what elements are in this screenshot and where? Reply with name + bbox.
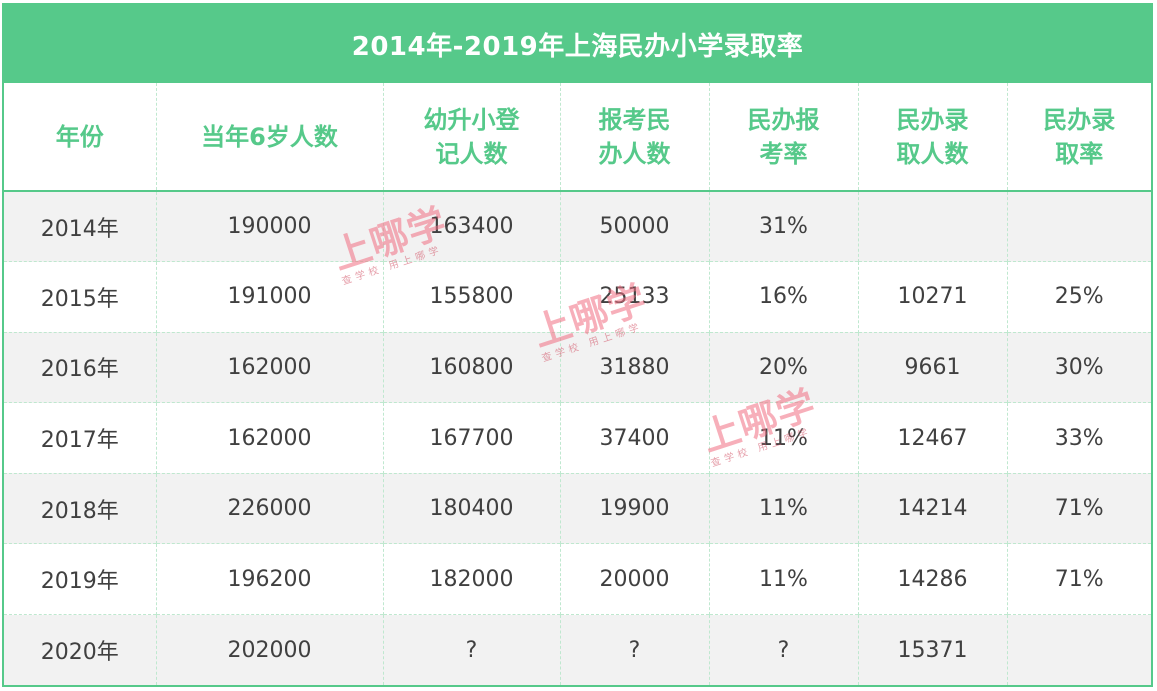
header-application-rate-line1: 民办报	[747, 105, 820, 134]
cell-admitted-count	[857, 191, 1007, 262]
header-private-applicants-line2: 办人数	[598, 139, 671, 168]
table-row: 2017年 162000 167700 37400 11% 12467 33%	[4, 402, 1151, 474]
cell-admitted-count: 9661	[857, 331, 1007, 403]
header-six-year-olds: 当年6岁人数	[155, 83, 383, 192]
header-admission-rate-line2: 取率	[1055, 139, 1104, 168]
table-title: 2014年-2019年上海民办小学录取率	[4, 5, 1151, 83]
header-row: 年份 当年6岁人数 幼升小登 记人数 报考民 办人数 民办报 考率	[4, 83, 1151, 192]
header-year-text: 年份	[55, 122, 104, 151]
cell-year: 2019年	[4, 543, 156, 615]
cell-admission-rate	[1006, 614, 1151, 686]
table-row: 2015年 191000 155800 25133 16% 10271 25%	[4, 261, 1151, 333]
cell-registrations: 167700	[382, 402, 560, 474]
header-admission-rate-line1: 民办录	[1043, 105, 1116, 134]
cell-admitted-count: 14214	[857, 472, 1007, 544]
cell-private-applicants: 31880	[559, 331, 709, 403]
header-admitted-count: 民办录 取人数	[857, 83, 1007, 192]
cell-year: 2014年	[40, 216, 119, 242]
cell-admitted-count: 14286	[857, 543, 1007, 615]
header-private-applicants: 报考民 办人数	[559, 83, 709, 192]
table-row: 2019年 196200 182000 20000 11% 14286 71%	[4, 543, 1151, 615]
cell-private-applicants: 37400	[559, 402, 709, 474]
cell-registrations: 160800	[382, 331, 560, 403]
cell-year: 2017年	[4, 402, 156, 474]
header-admission-rate: 民办录 取率	[1006, 83, 1151, 192]
header-application-rate-line2: 考率	[759, 139, 808, 168]
cell-registrations: 163400	[382, 191, 560, 262]
header-admitted-count-line1: 民办录	[896, 105, 969, 134]
cell-application-rate: 20%	[708, 331, 858, 403]
header-admitted-count-line2: 取人数	[896, 139, 969, 168]
cell-year: 2016年	[4, 331, 156, 403]
cell-admission-rate: 71%	[1006, 472, 1151, 544]
cell-application-rate: 31%	[708, 191, 858, 262]
cell-private-applicants: 20000	[559, 543, 709, 615]
cell-private-applicants: 19900	[559, 472, 709, 544]
cell-private-applicants: 50000	[559, 191, 709, 262]
table-frame: 2014年-2019年上海民办小学录取率 年份 当年6岁人数 幼升小登 记人数 …	[2, 3, 1153, 687]
admission-rate-table: 年份 当年6岁人数 幼升小登 记人数 报考民 办人数 民办报 考率	[4, 83, 1151, 686]
cell-admission-rate: 25%	[1006, 261, 1151, 333]
cell-private-applicants: ?	[559, 614, 709, 686]
table-row: 2018年 226000 180400 19900 11% 14214 71%	[4, 472, 1151, 544]
cell-registrations: 180400	[382, 472, 560, 544]
cell-admitted-count: 12467	[857, 402, 1007, 474]
cell-application-rate: 16%	[708, 261, 858, 333]
header-registrations: 幼升小登 记人数	[382, 83, 560, 192]
header-application-rate: 民办报 考率	[708, 83, 858, 192]
cell-admission-rate: 71%	[1006, 543, 1151, 615]
cell-application-rate: 11%	[708, 402, 858, 474]
table-row: 2020年 202000 ? ? ? 15371	[4, 614, 1151, 686]
table-row: 2014年 190000 163400 50000 31%	[4, 191, 1151, 262]
cell-application-rate: 11%	[708, 472, 858, 544]
cell-application-rate: 11%	[708, 543, 858, 615]
cell-year: 2015年	[4, 261, 156, 333]
cell-six-year-olds: 226000	[155, 472, 383, 544]
cell-six-year-olds: 162000	[155, 331, 383, 403]
header-year: 年份	[4, 83, 156, 192]
cell-six-year-olds: 196200	[155, 543, 383, 615]
cell-registrations: 182000	[382, 543, 560, 615]
header-registrations-line1: 幼升小登	[423, 105, 520, 134]
cell-registrations: ?	[382, 614, 560, 686]
cell-registrations: 155800	[382, 261, 560, 333]
cell-admission-rate: 33%	[1006, 402, 1151, 474]
cell-admission-rate: 30%	[1006, 331, 1151, 403]
cell-year: 2018年	[4, 472, 156, 544]
cell-six-year-olds: 190000	[155, 191, 383, 262]
table-row: 2016年 162000 160800 31880 20% 9661 30%	[4, 331, 1151, 403]
header-six-year-olds-text: 当年6岁人数	[201, 122, 338, 151]
cell-application-rate: ?	[708, 614, 858, 686]
cell-admitted-count: 15371	[857, 614, 1007, 686]
header-registrations-line2: 记人数	[435, 139, 508, 168]
cell-admitted-count: 10271	[857, 261, 1007, 333]
header-private-applicants-line1: 报考民	[598, 105, 671, 134]
cell-six-year-olds: 191000	[155, 261, 383, 333]
cell-admission-rate	[1006, 191, 1151, 262]
cell-six-year-olds: 202000	[155, 614, 383, 686]
cell-six-year-olds: 162000	[155, 402, 383, 474]
cell-year: 2020年	[4, 614, 156, 686]
cell-private-applicants: 25133	[559, 261, 709, 333]
